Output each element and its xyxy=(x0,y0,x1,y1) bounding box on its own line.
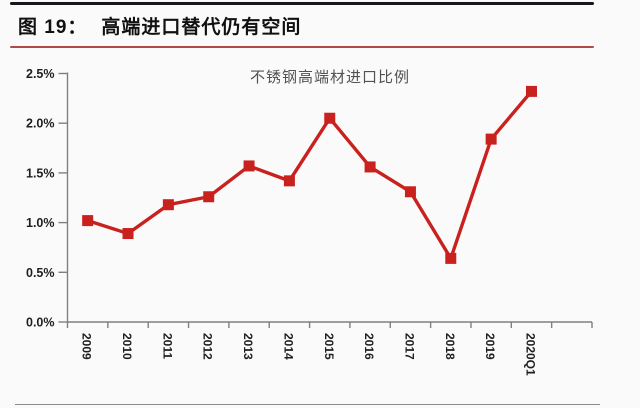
series-line xyxy=(85,89,534,261)
data-point xyxy=(445,252,457,264)
x-tick-label: 2013 xyxy=(241,333,255,360)
figure-header: 图 19： 高端进口替代仍有空间 xyxy=(18,12,618,39)
chart: 0.0% 0.5% 1.0% 1.5% 2.0% 2.5% 2009 2010 2011 2012… xyxy=(0,50,640,390)
data-point xyxy=(525,85,537,97)
y-tick-label: 2.0% xyxy=(26,117,55,131)
data-point xyxy=(364,161,376,173)
y-tick-label: 2.5% xyxy=(26,67,55,81)
x-tick-label: 2009 xyxy=(80,333,94,360)
x-tick-label: 2011 xyxy=(160,333,174,359)
x-tick-label: 2012 xyxy=(201,333,215,360)
x-tick-label: 2020Q1 xyxy=(523,333,537,376)
data-point xyxy=(203,191,215,203)
x-tick-label: 2018 xyxy=(443,333,457,360)
x-tick-label: 2016 xyxy=(362,333,376,360)
x-tick-label: 2017 xyxy=(402,333,416,360)
data-point xyxy=(82,215,94,227)
y-tick-label: 1.0% xyxy=(26,216,55,230)
chart-title: 不锈钢高端材进口比例 xyxy=(249,69,410,86)
y-tick-label: 1.5% xyxy=(26,166,55,180)
data-point xyxy=(122,228,134,240)
x-tick-label: 2019 xyxy=(483,333,497,360)
x-tick-label: 2014 xyxy=(281,333,295,360)
top-divider xyxy=(10,2,594,5)
data-point xyxy=(324,112,336,124)
x-tick-label: 2010 xyxy=(120,333,134,360)
data-point xyxy=(162,199,174,211)
data-point xyxy=(485,133,497,145)
data-point xyxy=(283,175,295,187)
x-tick-label: 2015 xyxy=(322,333,336,360)
figure-title: 高端进口替代仍有空间 xyxy=(101,17,302,38)
y-tick-label: 0.0% xyxy=(26,316,55,330)
data-point xyxy=(404,186,416,198)
y-tick-label: 0.5% xyxy=(26,266,55,280)
header-underline xyxy=(10,46,594,48)
figure-label: 图 19： xyxy=(18,17,88,38)
line-chart-svg: 0.0% 0.5% 1.0% 1.5% 2.0% 2.5% 2009 2010 2011 2012… xyxy=(26,67,593,376)
bottom-divider xyxy=(15,404,600,405)
data-point xyxy=(243,160,255,172)
